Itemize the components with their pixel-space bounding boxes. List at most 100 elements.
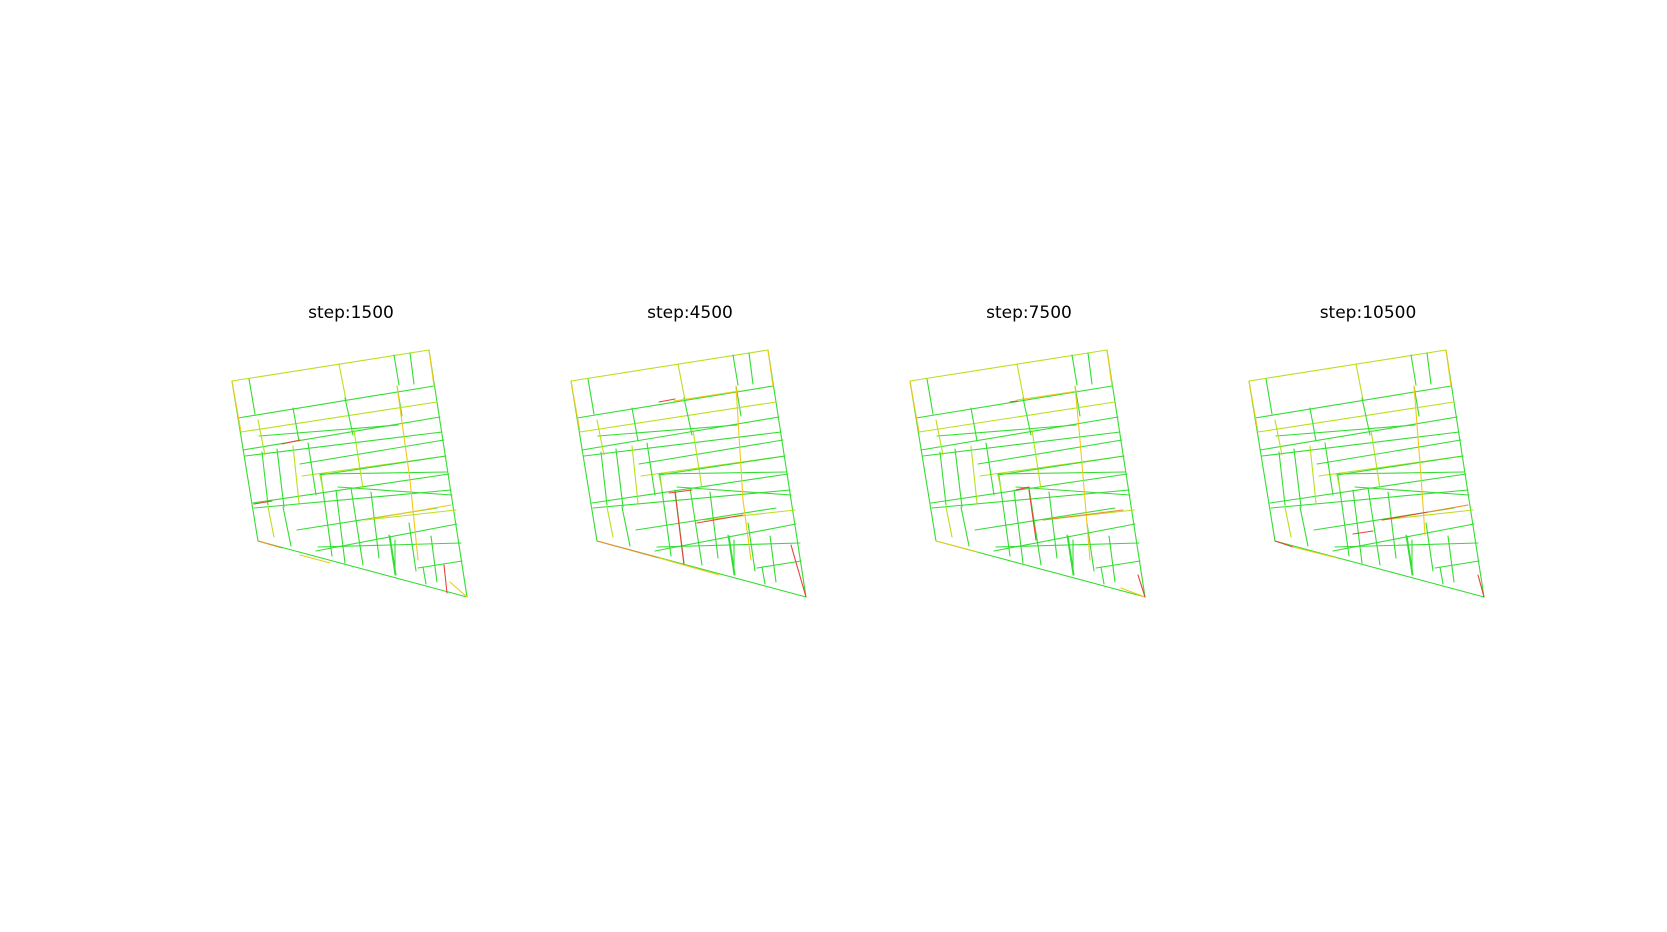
road-segment-yellow (1120, 587, 1146, 598)
road-segment (319, 471, 448, 475)
road-segment (1013, 489, 1024, 564)
road-segment-red (443, 564, 448, 594)
road-segment (258, 424, 399, 437)
road-segment-red (1352, 530, 1374, 535)
road-segment-yellow (673, 390, 740, 402)
road-segment (388, 534, 396, 575)
road-segment (631, 445, 639, 504)
road-segment (242, 416, 441, 451)
road-segment (282, 506, 292, 547)
road-segment (292, 407, 300, 442)
road-segment (1336, 474, 1341, 491)
road-segment (1106, 349, 1146, 598)
road-segment (974, 507, 1116, 531)
road-segment (417, 560, 463, 569)
road-segment (276, 448, 285, 508)
road-segment (1381, 509, 1474, 521)
road-segment (1274, 540, 1485, 598)
road-segment (918, 401, 1116, 433)
road-segment-yellow (909, 380, 920, 433)
road-segment-red (1477, 574, 1485, 598)
road-segment (977, 439, 1123, 465)
road-segment (756, 560, 802, 569)
road-segment (621, 506, 631, 547)
road-segment (335, 489, 346, 564)
road-segment (1425, 522, 1434, 572)
road-segment-red (281, 439, 301, 445)
road-segment (1022, 397, 1032, 436)
road-segment-red (1009, 400, 1018, 403)
road-segment-yellow (1016, 390, 1079, 401)
road-segment-red (696, 514, 744, 524)
panel-title: step:4500 (647, 303, 733, 323)
road-segment (631, 407, 639, 442)
panel-title: step:1500 (308, 303, 394, 323)
road-segment (408, 522, 417, 572)
road-segment-yellow (1420, 475, 1426, 536)
road-segment (579, 401, 777, 433)
road-segment (761, 566, 766, 585)
panel-step-10500: step:10500 (1248, 303, 1485, 598)
road-segment (261, 451, 269, 506)
road-segment (587, 378, 595, 415)
road-segment-red (253, 500, 273, 505)
road-segment (1066, 534, 1074, 575)
road-segment-yellow (935, 540, 979, 553)
road-segment (1334, 542, 1479, 548)
road-segment (1048, 491, 1058, 559)
road-segment (1086, 522, 1095, 572)
road-segment (748, 352, 754, 385)
road-segment-yellow (364, 504, 452, 521)
road-segment (676, 486, 792, 496)
road-segment (769, 535, 777, 583)
road-segment (920, 416, 1119, 451)
road-segment (319, 455, 447, 476)
road-segment (1087, 352, 1093, 385)
road-segment (1354, 486, 1470, 496)
road-segment (581, 416, 780, 451)
road-segment (997, 455, 1125, 476)
road-segment (1355, 363, 1364, 401)
road-segment (1095, 560, 1141, 569)
road-segment (703, 509, 796, 521)
road-segment (1257, 401, 1455, 433)
road-segment (267, 506, 275, 538)
road-segment (319, 474, 324, 491)
road-segment (1248, 349, 1447, 382)
road-segment-red (1274, 540, 1294, 548)
road-segment (422, 566, 427, 585)
road-segment (1265, 378, 1273, 415)
road-segment (747, 522, 756, 572)
road-segment-red (1381, 511, 1429, 521)
road-segment (1299, 506, 1309, 547)
road-segment (600, 451, 608, 506)
panel-step-4500: step:4500 (570, 303, 807, 598)
road-segment-yellow (1413, 385, 1422, 477)
road-segment (1316, 439, 1462, 465)
road-segment (926, 378, 934, 415)
road-segment (1309, 407, 1317, 442)
road-segment-red (790, 544, 807, 598)
road-segment (1361, 397, 1371, 436)
road-segment-yellow (449, 581, 468, 598)
road-segment (915, 385, 1113, 419)
road-segment (646, 442, 656, 496)
road-segment-yellow (231, 380, 242, 433)
road-segment (954, 448, 963, 508)
road-segment (997, 471, 1126, 475)
road-segment-orange (1042, 509, 1124, 521)
road-segment (240, 401, 438, 433)
road-segment-yellow (299, 554, 331, 564)
road-segment (1284, 506, 1292, 538)
road-segment (307, 442, 317, 496)
road-segment (1434, 560, 1480, 569)
road-segment-yellow (428, 349, 435, 387)
road-segment (353, 429, 364, 490)
road-segment (606, 506, 614, 538)
road-segment (995, 542, 1140, 548)
road-segment-red (1015, 486, 1030, 491)
road-segment (237, 385, 435, 419)
road-segment-yellow (396, 385, 411, 481)
